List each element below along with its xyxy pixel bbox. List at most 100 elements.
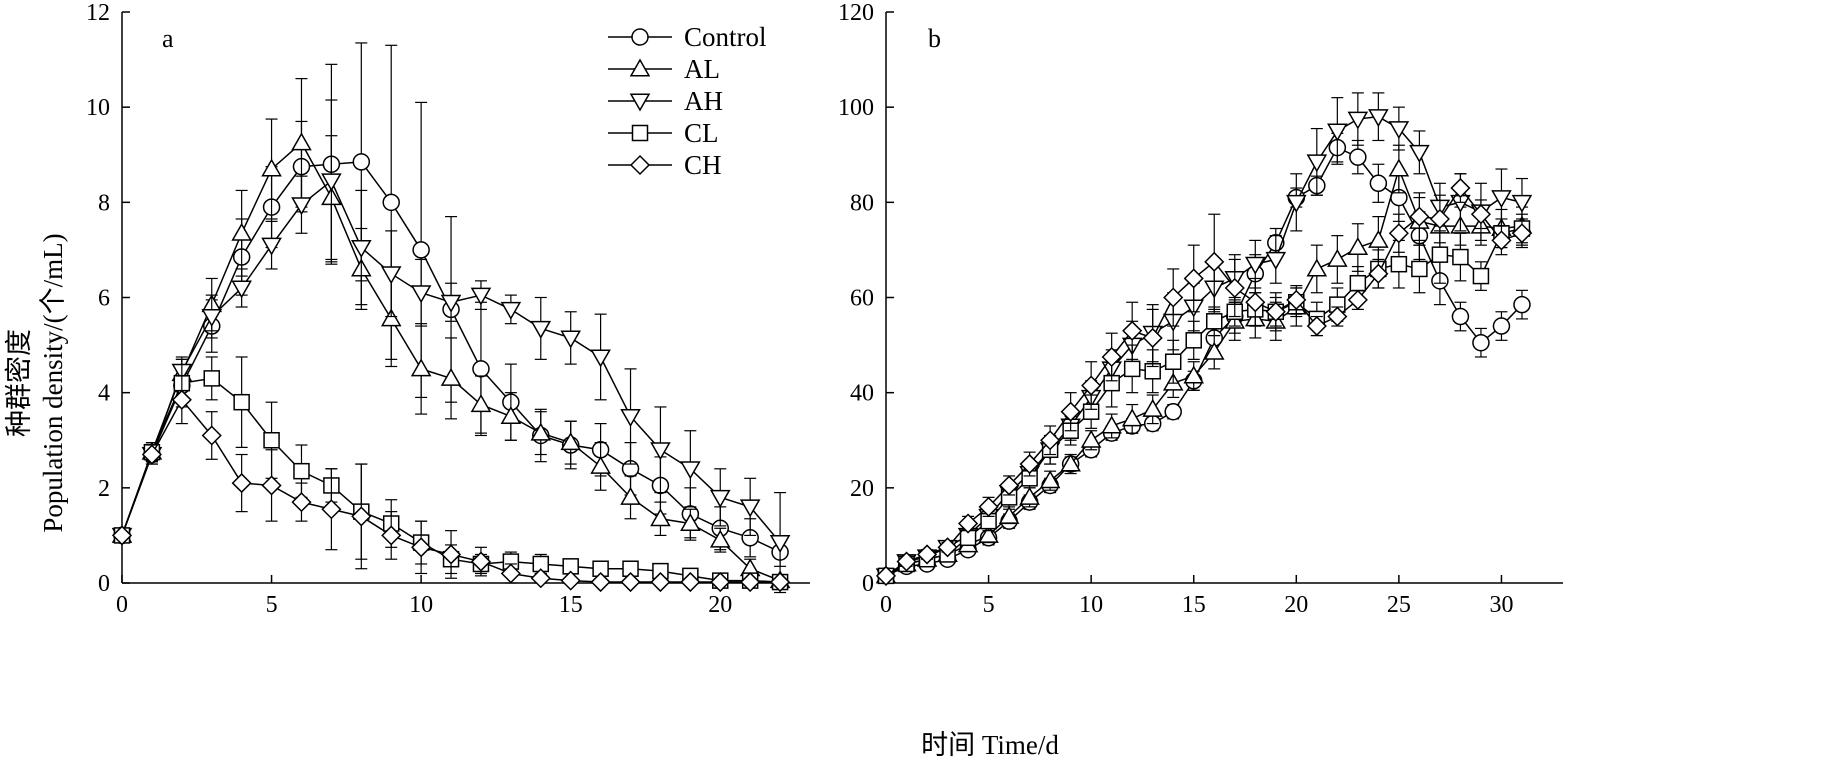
data-point — [1080, 429, 1102, 448]
data-point — [1349, 148, 1367, 166]
legend-label: AL — [684, 54, 720, 84]
data-point — [381, 525, 402, 546]
data-point — [1164, 402, 1182, 421]
x-tick-label: 5 — [983, 592, 995, 618]
data-point — [1203, 341, 1225, 360]
data-point — [231, 280, 252, 299]
x-tick-label: 15 — [559, 592, 583, 618]
data-point — [1511, 194, 1533, 213]
data-point — [1019, 453, 1040, 475]
data-point — [1491, 190, 1512, 209]
series-ch — [111, 375, 791, 593]
data-point — [680, 461, 701, 480]
data-point — [937, 537, 958, 558]
series-ah — [111, 99, 791, 594]
data-point — [650, 442, 671, 461]
data-point — [500, 563, 521, 584]
y-tick-label: 10 — [86, 95, 110, 121]
data-point — [1244, 256, 1266, 275]
data-point — [1409, 206, 1430, 227]
data-point — [351, 506, 372, 527]
data-point — [1388, 158, 1410, 177]
legend-marker — [629, 154, 651, 176]
y-tick-label: 20 — [850, 476, 874, 502]
data-point — [470, 287, 492, 306]
data-point — [233, 393, 250, 411]
data-point — [1491, 230, 1512, 251]
data-point — [739, 499, 761, 518]
data-point — [1327, 123, 1348, 142]
y-tick-label: 40 — [850, 381, 874, 407]
data-point — [231, 222, 252, 241]
data-point — [1327, 306, 1348, 327]
x-tick-label: 20 — [708, 592, 732, 618]
y-tick-label: 0 — [862, 571, 874, 597]
x-tick-label: 5 — [266, 592, 278, 618]
data-point — [291, 197, 312, 216]
data-point — [620, 486, 641, 505]
data-point — [1368, 109, 1389, 128]
data-point — [1347, 289, 1368, 310]
legend-marker — [629, 93, 651, 112]
data-point — [1183, 268, 1204, 289]
data-point — [500, 301, 522, 320]
panel-label: a — [162, 24, 174, 53]
y-tick-label: 6 — [98, 286, 110, 312]
panel-b-chart: 0 5 10 15 20 25 30 0 20 40 60 80 100 120 b — [838, 0, 1563, 618]
data-point — [472, 360, 490, 378]
data-point — [650, 571, 671, 593]
data-point — [590, 571, 611, 593]
x-tick-label: 15 — [1182, 592, 1206, 618]
data-point — [530, 422, 552, 441]
data-point — [201, 425, 222, 446]
data-point — [291, 492, 312, 513]
series-ah — [875, 92, 1533, 587]
data-point — [1452, 248, 1469, 266]
x-axis-label: 时间 Time/d — [921, 730, 1059, 760]
data-point — [1492, 317, 1511, 335]
data-point — [740, 571, 761, 593]
data-point — [1368, 229, 1389, 248]
y-tick-label: 2 — [98, 476, 110, 502]
data-point — [530, 320, 552, 339]
y-axis-label-chinese: 种群密度 — [4, 329, 34, 437]
series-ch — [875, 173, 1533, 586]
data-point — [560, 432, 581, 451]
data-point — [1431, 246, 1449, 263]
data-point — [1286, 194, 1307, 213]
data-point — [1205, 313, 1223, 330]
data-point — [261, 158, 282, 177]
data-point — [1368, 263, 1389, 284]
x-tick-label: 10 — [409, 592, 433, 618]
y-tick-label: 0 — [98, 571, 110, 597]
data-point — [201, 309, 223, 328]
data-point — [590, 455, 611, 474]
data-point — [470, 551, 492, 572]
data-point — [1472, 267, 1490, 285]
data-point — [1347, 111, 1369, 130]
data-point — [321, 173, 342, 192]
y-tick-label: 8 — [98, 190, 110, 216]
legend-marker — [631, 124, 649, 142]
data-point — [1040, 430, 1061, 451]
data-point — [1388, 121, 1410, 140]
data-point — [500, 405, 522, 424]
data-point — [620, 408, 641, 427]
data-point — [1327, 248, 1348, 267]
data-point — [411, 537, 432, 558]
data-point — [412, 241, 430, 259]
y-tick-label: 4 — [98, 381, 110, 407]
data-point — [770, 571, 791, 593]
data-point — [560, 330, 581, 349]
data-point — [351, 240, 372, 259]
data-point — [1245, 292, 1266, 313]
data-point — [382, 193, 400, 212]
data-point — [1513, 295, 1531, 314]
data-point — [1204, 251, 1225, 272]
data-point — [998, 505, 1020, 524]
y-tick-label: 120 — [838, 0, 874, 26]
data-point — [380, 266, 402, 285]
data-point — [440, 544, 462, 565]
legend-label: CH — [684, 150, 722, 180]
data-point — [410, 285, 432, 304]
